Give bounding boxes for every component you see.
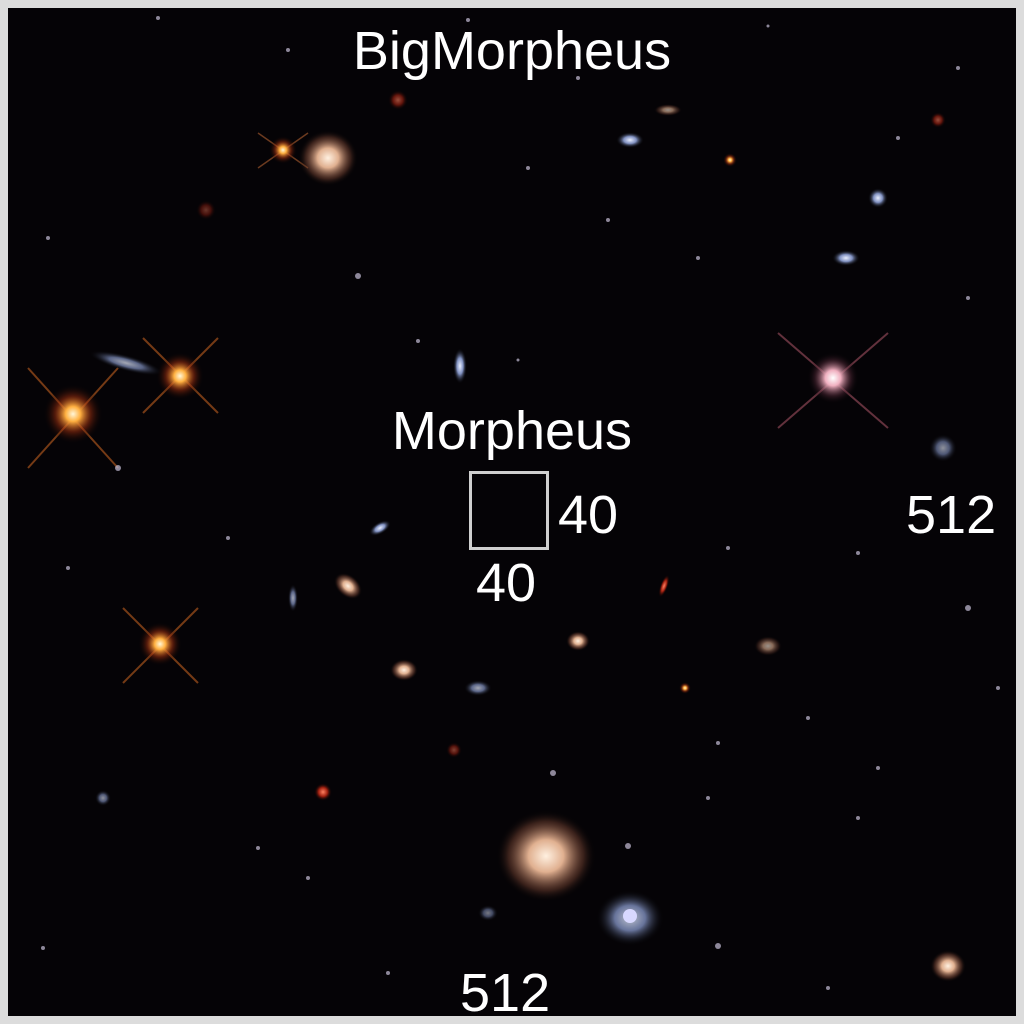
galaxy-small-11 xyxy=(95,790,111,806)
deep-field-image xyxy=(8,8,1016,1016)
galaxy-elliptical-1 xyxy=(298,130,358,186)
galaxy-small-10 xyxy=(288,584,298,612)
galaxy-elliptical-5 xyxy=(566,631,590,651)
galaxy-elliptical-large xyxy=(496,810,596,902)
small-box-width-label: 40 xyxy=(558,485,619,545)
galaxy-small-12 xyxy=(478,905,498,921)
galaxy-elliptical-3 xyxy=(333,572,363,600)
red-object-7 xyxy=(196,200,216,220)
galaxy-edge-on xyxy=(89,350,163,376)
galaxy-small-4 xyxy=(868,188,888,208)
red-object-1 xyxy=(314,783,332,801)
galaxy-small-7 xyxy=(464,680,492,696)
red-object-2 xyxy=(723,153,737,167)
faint-star-field xyxy=(41,16,1000,990)
red-object-5 xyxy=(388,90,408,110)
star-spiky-orange-2 xyxy=(142,337,219,414)
red-object-4 xyxy=(658,574,670,598)
galaxy-small-9 xyxy=(654,104,682,116)
galaxy-small-2 xyxy=(453,348,467,384)
red-object-6 xyxy=(930,112,946,128)
galaxy-elliptical-4 xyxy=(390,659,418,681)
small-box-height-label: 40 xyxy=(476,553,537,613)
big-height-label: 512 xyxy=(460,963,551,1023)
galaxy-small-8 xyxy=(929,434,957,462)
galaxy-small-3 xyxy=(832,250,860,266)
galaxy-spiral xyxy=(596,890,664,946)
galaxy-small-6 xyxy=(754,636,782,656)
big-region-title: BigMorpheus xyxy=(352,21,672,81)
sky-scene xyxy=(27,16,1000,990)
red-object-8 xyxy=(446,742,462,758)
galaxy-elliptical-2 xyxy=(930,950,966,982)
star-spiky-orange-3 xyxy=(122,607,199,684)
star-spiky-pink xyxy=(777,332,889,429)
star-spiky-orange-1 xyxy=(27,367,119,469)
galaxy-small-1 xyxy=(616,132,644,148)
big-width-label: 512 xyxy=(906,485,997,545)
small-region-box xyxy=(469,471,549,550)
small-region-title: Morpheus xyxy=(391,401,633,461)
galaxy-small-5 xyxy=(369,520,391,536)
red-object-3 xyxy=(679,682,691,694)
